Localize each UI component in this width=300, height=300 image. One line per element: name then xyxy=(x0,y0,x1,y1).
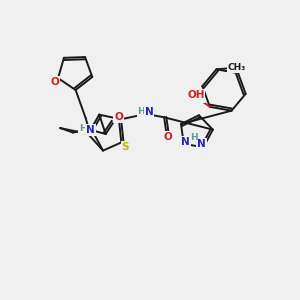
Text: N: N xyxy=(197,139,206,149)
Text: OH: OH xyxy=(187,90,205,100)
Text: S: S xyxy=(122,142,129,152)
Text: O: O xyxy=(51,77,59,87)
Text: H: H xyxy=(137,107,145,116)
Text: N: N xyxy=(145,107,154,117)
Text: N: N xyxy=(86,125,95,135)
Text: O: O xyxy=(164,132,172,142)
Text: OH: OH xyxy=(187,92,205,102)
Text: N: N xyxy=(182,137,190,147)
Text: H: H xyxy=(79,124,86,134)
Text: CH₃: CH₃ xyxy=(227,63,246,72)
Text: H: H xyxy=(190,133,197,142)
Text: O: O xyxy=(114,112,123,122)
